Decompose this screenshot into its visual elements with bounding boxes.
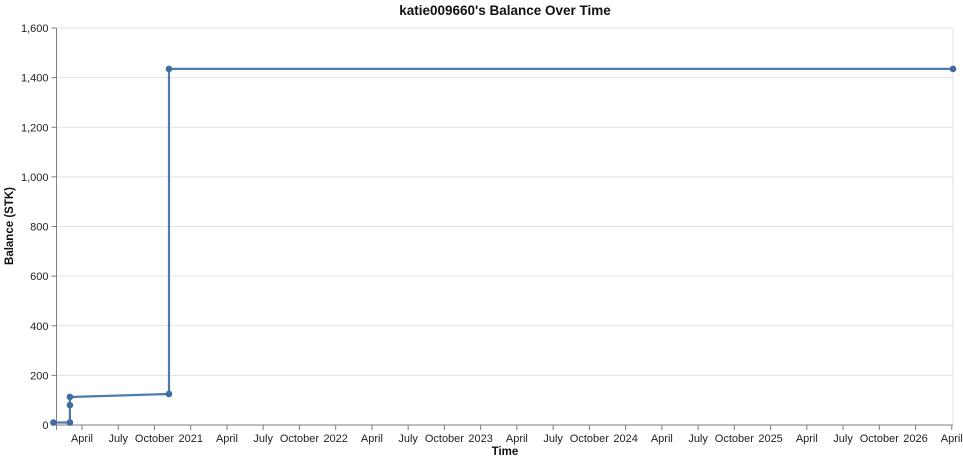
balance-line <box>52 67 955 424</box>
x-tick-label: October <box>280 433 319 445</box>
x-tick-label: April <box>941 433 963 445</box>
x-tick-label: April <box>506 433 528 445</box>
x-tick-label: July <box>543 433 563 445</box>
x-tick-label: October <box>135 433 174 445</box>
x-tick-label: October <box>425 433 464 445</box>
data-point[interactable] <box>66 401 74 409</box>
x-tick-label: July <box>688 433 708 445</box>
y-tick-label: 600 <box>30 271 48 283</box>
x-tick-label: July <box>253 433 273 445</box>
data-point[interactable] <box>949 65 957 73</box>
x-axis-title: Time <box>491 446 519 458</box>
y-tick-label: 1,400 <box>21 73 49 85</box>
data-point[interactable] <box>165 65 173 73</box>
y-tick-label: 1,000 <box>21 172 49 184</box>
x-tick-label: October <box>860 433 899 445</box>
y-tick-label: 200 <box>30 370 48 382</box>
x-tick-label: October <box>570 433 609 445</box>
x-tick-label: July <box>833 433 853 445</box>
data-point[interactable] <box>165 390 173 398</box>
x-tick-label: 2022 <box>323 433 347 445</box>
x-tick-label: 2024 <box>613 433 637 445</box>
y-tick-label: 1,600 <box>21 23 49 35</box>
x-tick-label: 2023 <box>468 433 492 445</box>
x-tick-label: 2025 <box>758 433 782 445</box>
y-tick-label: 0 <box>42 420 48 432</box>
x-tick-label: July <box>108 433 128 445</box>
y-tick-label: 400 <box>30 321 48 333</box>
data-point[interactable] <box>50 419 57 426</box>
data-point[interactable] <box>66 419 74 426</box>
y-tick-label: 1,200 <box>21 122 49 134</box>
x-tick-label: April <box>216 433 238 445</box>
x-tick-label: October <box>715 433 754 445</box>
x-tick-label: April <box>71 433 93 445</box>
chart-title: katie009660's Balance Over Time <box>399 3 611 18</box>
x-tick-label: April <box>796 433 818 445</box>
x-tick-label: April <box>361 433 383 445</box>
x-tick-label: July <box>398 433 418 445</box>
x-tick-label: 2026 <box>903 433 927 445</box>
data-point[interactable] <box>66 393 74 401</box>
x-tick-label: 2021 <box>178 433 202 445</box>
y-tick-label: 800 <box>30 222 48 234</box>
x-tick-label: April <box>651 433 673 445</box>
